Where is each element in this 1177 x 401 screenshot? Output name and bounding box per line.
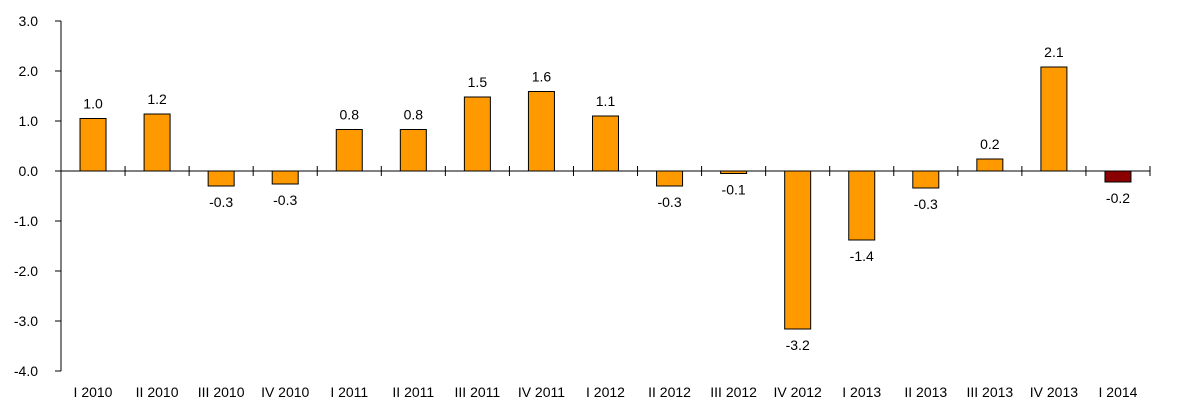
bar bbox=[912, 170, 940, 189]
y-tick-label: 1.0 bbox=[19, 113, 39, 129]
category-label: III 2012 bbox=[710, 384, 757, 400]
category-label: IV 2011 bbox=[518, 384, 565, 400]
bar bbox=[143, 113, 171, 172]
bar bbox=[1040, 66, 1068, 172]
category-label: III 2011 bbox=[455, 384, 501, 400]
category-label: IV 2013 bbox=[1030, 384, 1078, 400]
bar bbox=[976, 158, 1004, 172]
category-label: I 2010 bbox=[74, 384, 113, 400]
bar bbox=[1104, 170, 1132, 183]
y-axis: 3.0 2.0 1.0 0.0 -1.0 -2.0 -3.0 -4.0 bbox=[14, 13, 62, 379]
bar bbox=[720, 170, 748, 174]
y-tick-label: 0.0 bbox=[19, 163, 39, 179]
category-label: II 2011 bbox=[392, 384, 434, 400]
data-label: -0.3 bbox=[914, 196, 938, 212]
category-label: III 2013 bbox=[967, 384, 1014, 400]
y-tick-label: -3.0 bbox=[14, 313, 38, 329]
category-labels: I 2010 II 2010 III 2010 IV 2010 I 2011 II 201… bbox=[74, 384, 1138, 400]
category-label: IV 2010 bbox=[261, 384, 309, 400]
y-tick-label: -1.0 bbox=[14, 213, 38, 229]
data-label: 0.2 bbox=[980, 136, 1000, 152]
bar bbox=[79, 118, 107, 172]
data-label: 0.8 bbox=[340, 107, 360, 123]
bar bbox=[656, 170, 684, 187]
category-label: I 2014 bbox=[1099, 384, 1138, 400]
data-label: -1.4 bbox=[850, 248, 874, 264]
data-label: -0.3 bbox=[209, 194, 233, 210]
y-tick-label: 2.0 bbox=[19, 63, 39, 79]
y-tick-label: -2.0 bbox=[14, 263, 38, 279]
y-tick-label: 3.0 bbox=[19, 13, 39, 29]
data-label: 0.8 bbox=[404, 107, 424, 123]
data-label: 2.1 bbox=[1044, 44, 1064, 60]
category-label: I 2011 bbox=[330, 384, 368, 400]
bar bbox=[207, 170, 235, 187]
bar bbox=[463, 96, 491, 172]
data-label: 1.0 bbox=[83, 96, 103, 112]
data-label: -0.2 bbox=[1106, 190, 1130, 206]
category-label: I 2012 bbox=[586, 384, 625, 400]
bar bbox=[784, 170, 812, 330]
data-label: -0.3 bbox=[273, 192, 297, 208]
bar bbox=[271, 170, 299, 185]
bar bbox=[399, 129, 427, 172]
bar bbox=[848, 170, 876, 241]
category-label: II 2012 bbox=[648, 384, 691, 400]
data-label: -3.2 bbox=[786, 337, 810, 353]
category-label: III 2010 bbox=[198, 384, 245, 400]
bar bbox=[527, 91, 555, 172]
data-label: 1.1 bbox=[596, 93, 616, 109]
category-label: I 2013 bbox=[842, 384, 881, 400]
data-label: 1.2 bbox=[147, 91, 167, 107]
data-label: 1.6 bbox=[532, 69, 552, 85]
category-label: II 2010 bbox=[136, 384, 179, 400]
data-label: 1.5 bbox=[468, 74, 488, 90]
data-label: -0.1 bbox=[722, 182, 746, 198]
category-label: II 2013 bbox=[904, 384, 947, 400]
bar bbox=[335, 129, 363, 172]
data-label: -0.3 bbox=[657, 194, 681, 210]
y-tick-label: -4.0 bbox=[14, 363, 38, 379]
category-label: IV 2012 bbox=[774, 384, 822, 400]
bar bbox=[592, 115, 619, 172]
data-labels: 1.0 1.2 -0.3 -0.3 0.8 0.8 1.5 1.6 1.1 -0.3 -0.1 -3.… bbox=[83, 44, 1130, 353]
bars bbox=[79, 66, 1132, 330]
